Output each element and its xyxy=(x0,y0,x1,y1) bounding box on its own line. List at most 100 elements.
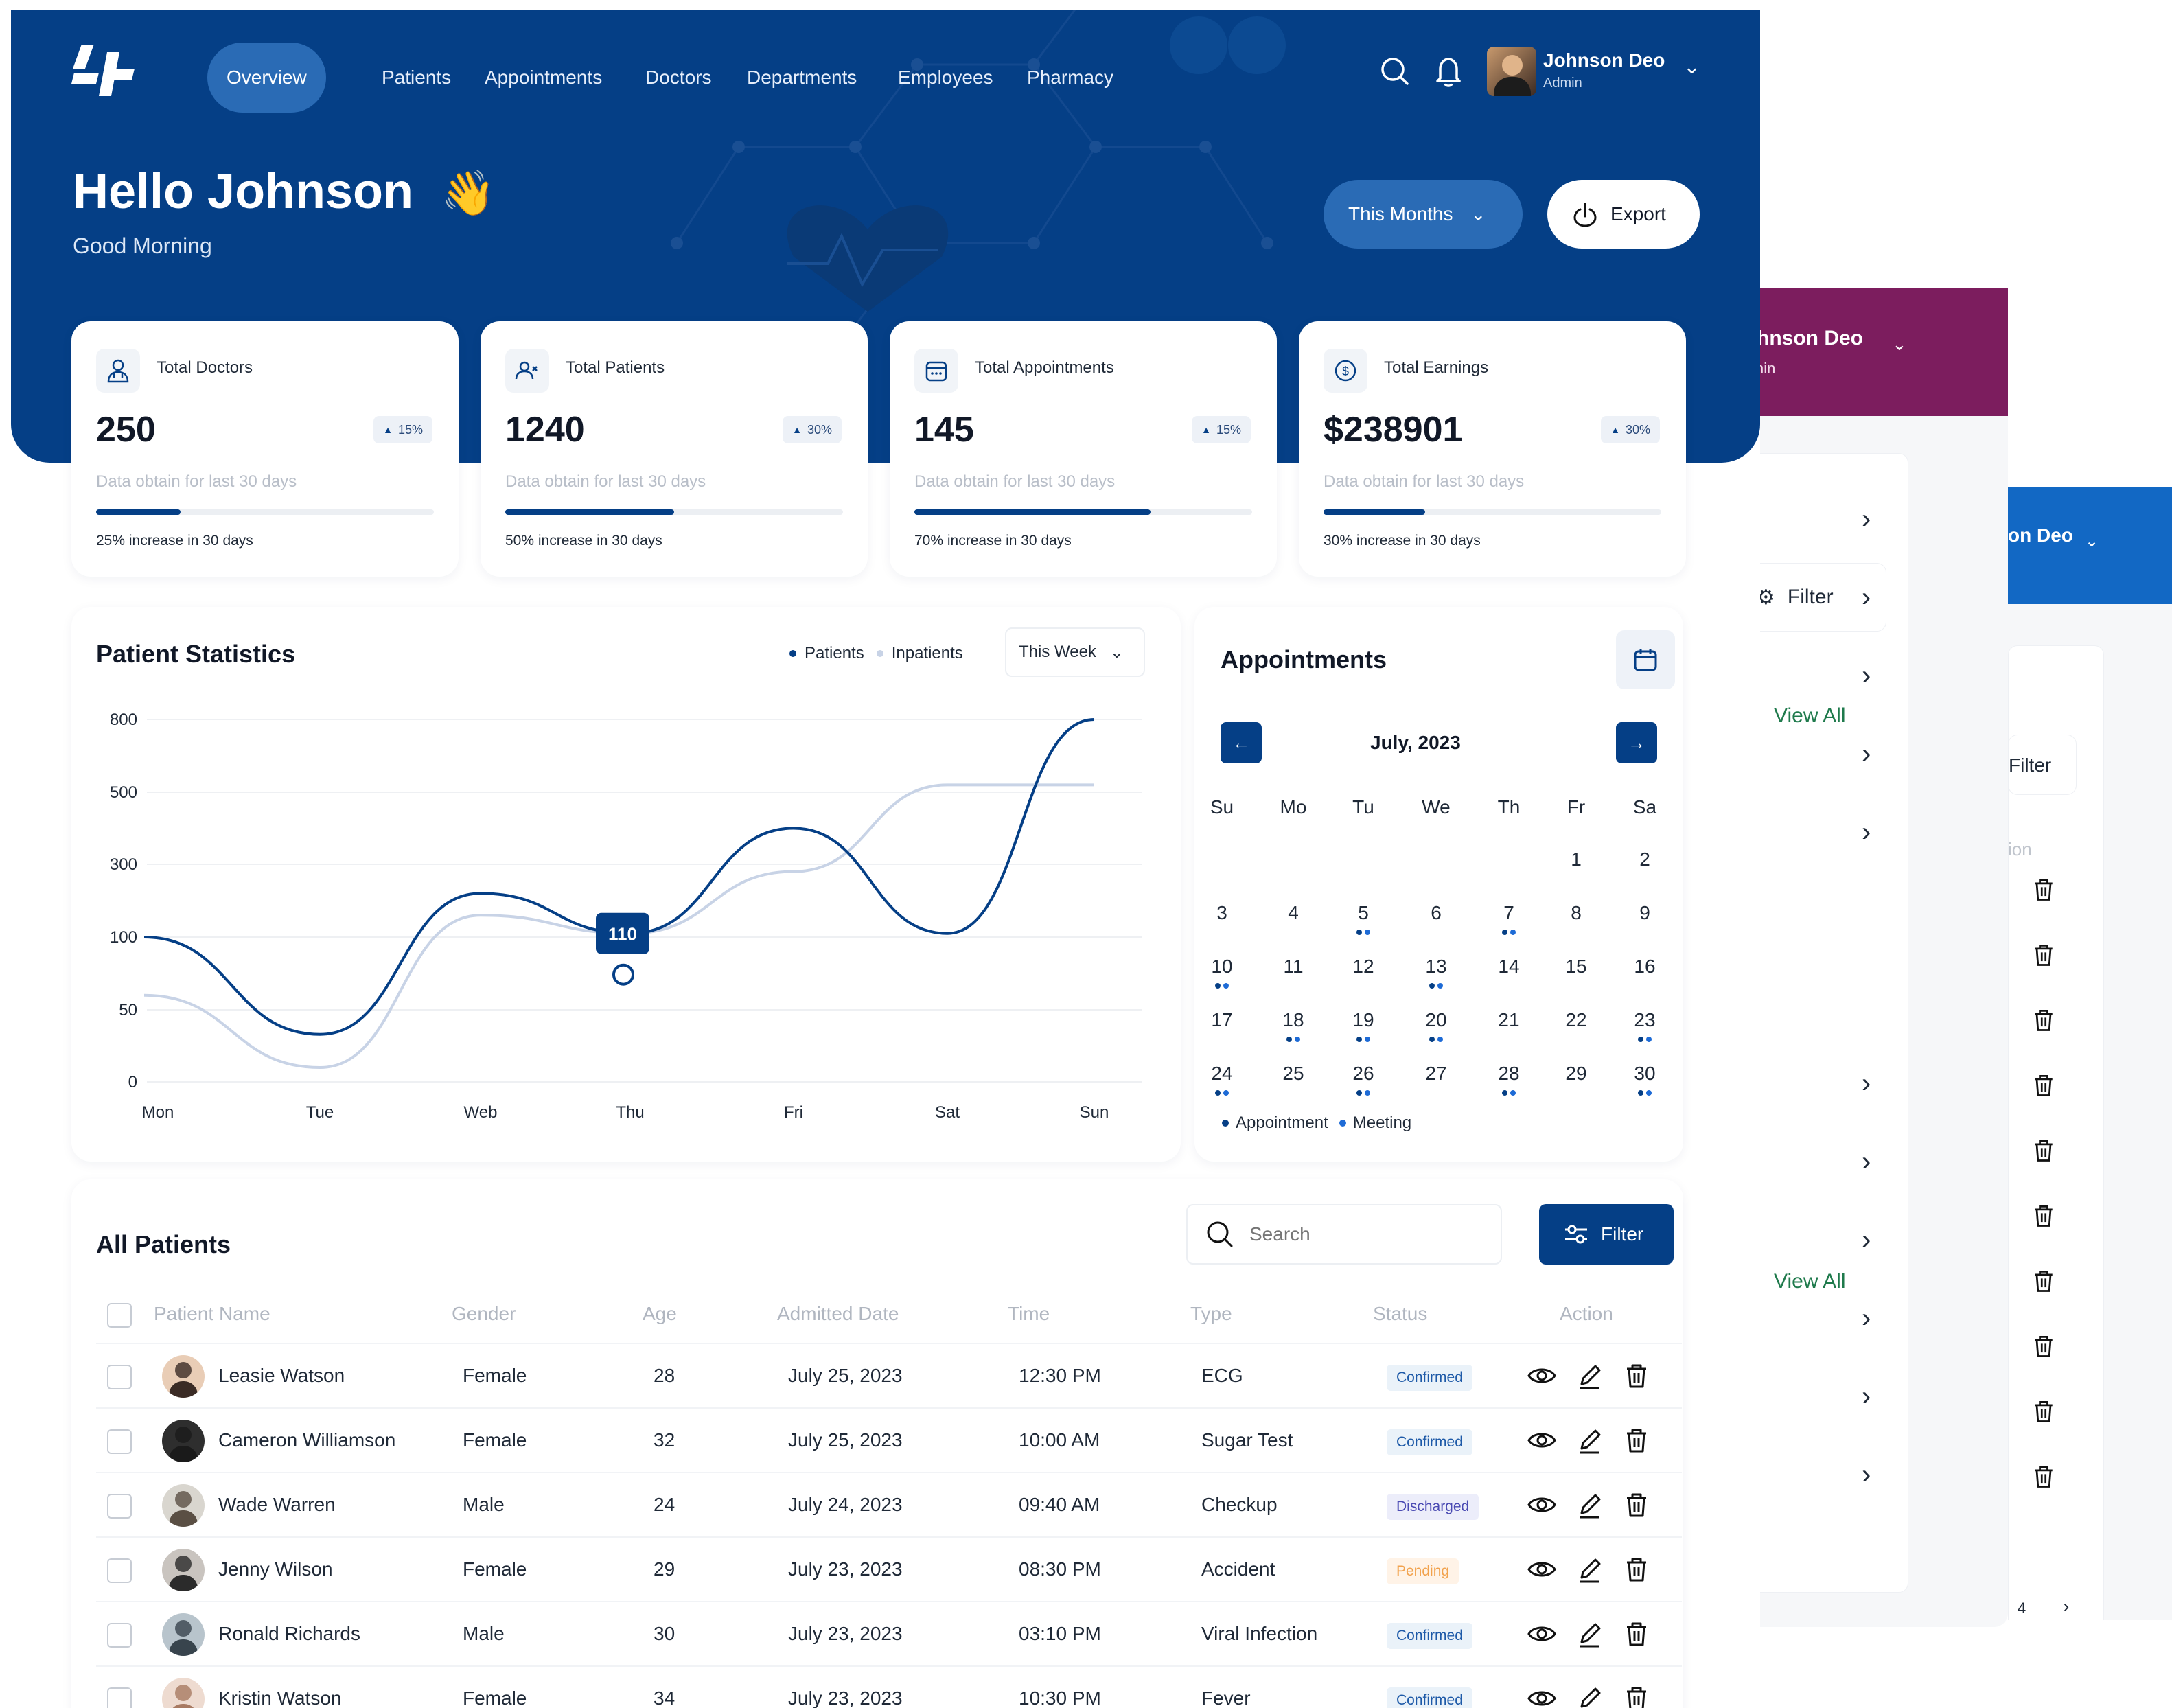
chevron-right-icon[interactable]: › xyxy=(1862,504,1871,534)
chevron-right-icon[interactable]: › xyxy=(1862,1459,1871,1490)
calendar-day[interactable]: 23 xyxy=(1634,1009,1656,1030)
background-filter-button[interactable]: ⚙ Filter xyxy=(1735,563,1886,632)
calendar-day[interactable]: 1 xyxy=(1571,849,1582,870)
calendar-day[interactable]: 30 xyxy=(1634,1063,1656,1084)
row-checkbox[interactable] xyxy=(107,1623,132,1648)
trash-icon[interactable] xyxy=(2030,1332,2057,1360)
calendar-day[interactable]: 19 xyxy=(1352,1009,1374,1030)
view-button[interactable] xyxy=(1527,1619,1557,1649)
view-button[interactable] xyxy=(1527,1490,1557,1520)
delete-button[interactable] xyxy=(1621,1619,1652,1649)
trash-icon[interactable] xyxy=(2030,1006,2057,1034)
filter-button[interactable]: Filter xyxy=(1539,1204,1674,1265)
calendar-day[interactable]: 7 xyxy=(1503,902,1514,923)
chevron-right-icon[interactable]: › xyxy=(1862,1146,1871,1177)
table-row[interactable]: Ronald Richards Male 30 July 23, 2023 03:10 … xyxy=(96,1602,1682,1667)
calendar-day[interactable]: 16 xyxy=(1634,956,1656,977)
table-row[interactable]: Leasie Watson Female 28 July 25, 2023 12:30 … xyxy=(96,1344,1682,1409)
column-header[interactable]: Action xyxy=(1560,1303,1613,1324)
calendar-day[interactable]: 21 xyxy=(1498,1009,1520,1030)
trash-icon[interactable] xyxy=(2030,1267,2057,1295)
table-row[interactable]: Jenny Wilson Female 29 July 23, 2023 08:30 P… xyxy=(96,1538,1682,1602)
calendar-day[interactable]: 18 xyxy=(1282,1009,1304,1030)
nav-item-doctors[interactable]: Doctors xyxy=(645,67,712,88)
nav-item-appointments[interactable]: Appointments xyxy=(485,67,603,88)
chevron-down-icon[interactable]: ⌄ xyxy=(1683,56,1701,78)
calendar-day[interactable]: 13 xyxy=(1425,956,1447,977)
column-header[interactable]: Gender xyxy=(452,1303,516,1324)
delete-button[interactable] xyxy=(1621,1425,1652,1455)
trash-icon[interactable] xyxy=(2030,876,2057,903)
chevron-right-icon[interactable]: › xyxy=(1862,1381,1871,1411)
select-all-checkbox[interactable] xyxy=(107,1303,132,1328)
table-row[interactable]: Kristin Watson Female 34 July 23, 2023 10:30… xyxy=(96,1667,1682,1708)
calendar-day[interactable]: 25 xyxy=(1282,1063,1304,1084)
chevron-right-icon[interactable]: › xyxy=(1862,582,1871,612)
delete-button[interactable] xyxy=(1621,1490,1652,1520)
calendar-day[interactable]: 24 xyxy=(1211,1063,1233,1084)
calendar-day[interactable]: 10 xyxy=(1211,956,1233,977)
edit-button[interactable] xyxy=(1575,1683,1605,1708)
view-all-link[interactable]: View All xyxy=(1774,704,1846,727)
table-row[interactable]: Wade Warren Male 24 July 24, 2023 09:40 AM Ch… xyxy=(96,1473,1682,1538)
view-button[interactable] xyxy=(1527,1554,1557,1584)
edit-button[interactable] xyxy=(1575,1554,1605,1584)
row-checkbox[interactable] xyxy=(107,1365,132,1389)
row-checkbox[interactable] xyxy=(107,1687,132,1708)
column-header[interactable]: Time xyxy=(1008,1303,1050,1324)
calendar-day[interactable]: 4 xyxy=(1288,902,1299,923)
calendar-day[interactable]: 11 xyxy=(1283,956,1304,977)
user-name[interactable]: Johnson Deo xyxy=(1543,49,1665,71)
column-header[interactable]: Admitted Date xyxy=(777,1303,899,1324)
calendar-day[interactable]: 29 xyxy=(1565,1063,1587,1084)
delete-button[interactable] xyxy=(1621,1683,1652,1708)
trash-icon[interactable] xyxy=(2030,941,2057,969)
row-checkbox[interactable] xyxy=(107,1558,132,1583)
nav-item-employees[interactable]: Employees xyxy=(898,67,993,88)
export-button[interactable]: Export xyxy=(1547,180,1700,249)
edit-button[interactable] xyxy=(1575,1361,1605,1391)
edit-button[interactable] xyxy=(1575,1490,1605,1520)
chevron-right-icon[interactable]: › xyxy=(1862,1068,1871,1098)
chevron-right-icon[interactable]: › xyxy=(1862,817,1871,847)
calendar-day[interactable]: 5 xyxy=(1358,902,1369,923)
calendar-day[interactable]: 9 xyxy=(1639,902,1650,923)
chevron-right-icon[interactable]: › xyxy=(1862,660,1871,691)
calendar-day[interactable]: 20 xyxy=(1425,1009,1447,1030)
nav-item-pharmacy[interactable]: Pharmacy xyxy=(1027,67,1114,88)
edit-button[interactable] xyxy=(1575,1425,1605,1455)
next-month-button[interactable]: → xyxy=(1616,722,1657,763)
nav-item-overview[interactable]: Overview xyxy=(207,43,326,113)
nav-item-departments[interactable]: Departments xyxy=(747,67,857,88)
row-checkbox[interactable] xyxy=(107,1494,132,1519)
edit-button[interactable] xyxy=(1575,1619,1605,1649)
trash-icon[interactable] xyxy=(2030,1398,2057,1425)
view-button[interactable] xyxy=(1527,1361,1557,1391)
chevron-right-icon[interactable]: › xyxy=(1862,739,1871,769)
background-filter-button[interactable]: Filter xyxy=(2008,735,2077,795)
chevron-right-icon[interactable]: › xyxy=(1862,1303,1871,1333)
patients-search[interactable] xyxy=(1186,1204,1502,1265)
column-header[interactable]: Patient Name xyxy=(154,1303,270,1324)
nav-item-patients[interactable]: Patients xyxy=(382,67,452,88)
calendar-day[interactable]: 3 xyxy=(1216,902,1227,923)
calendar-day[interactable]: 8 xyxy=(1571,902,1582,923)
chevron-right-icon[interactable]: › xyxy=(1862,1225,1871,1255)
column-header[interactable]: Age xyxy=(643,1303,677,1324)
row-checkbox[interactable] xyxy=(107,1429,132,1454)
calendar-day[interactable]: 14 xyxy=(1498,956,1520,977)
delete-button[interactable] xyxy=(1621,1361,1652,1391)
calendar-day[interactable]: 17 xyxy=(1211,1009,1233,1030)
calendar-day[interactable]: 6 xyxy=(1431,902,1442,923)
calendar-day[interactable]: 15 xyxy=(1565,956,1587,977)
column-header[interactable]: Status xyxy=(1373,1303,1428,1324)
column-header[interactable]: Type xyxy=(1190,1303,1232,1324)
calendar-day[interactable]: 22 xyxy=(1565,1009,1587,1030)
user-avatar[interactable] xyxy=(1487,47,1536,96)
chevron-right-icon[interactable]: › xyxy=(2063,1595,2070,1617)
search-input[interactable] xyxy=(1249,1223,1483,1245)
trash-icon[interactable] xyxy=(2030,1463,2057,1490)
view-button[interactable] xyxy=(1527,1683,1557,1708)
prev-month-button[interactable]: ← xyxy=(1221,722,1262,763)
view-all-link[interactable]: View All xyxy=(1774,1270,1846,1293)
